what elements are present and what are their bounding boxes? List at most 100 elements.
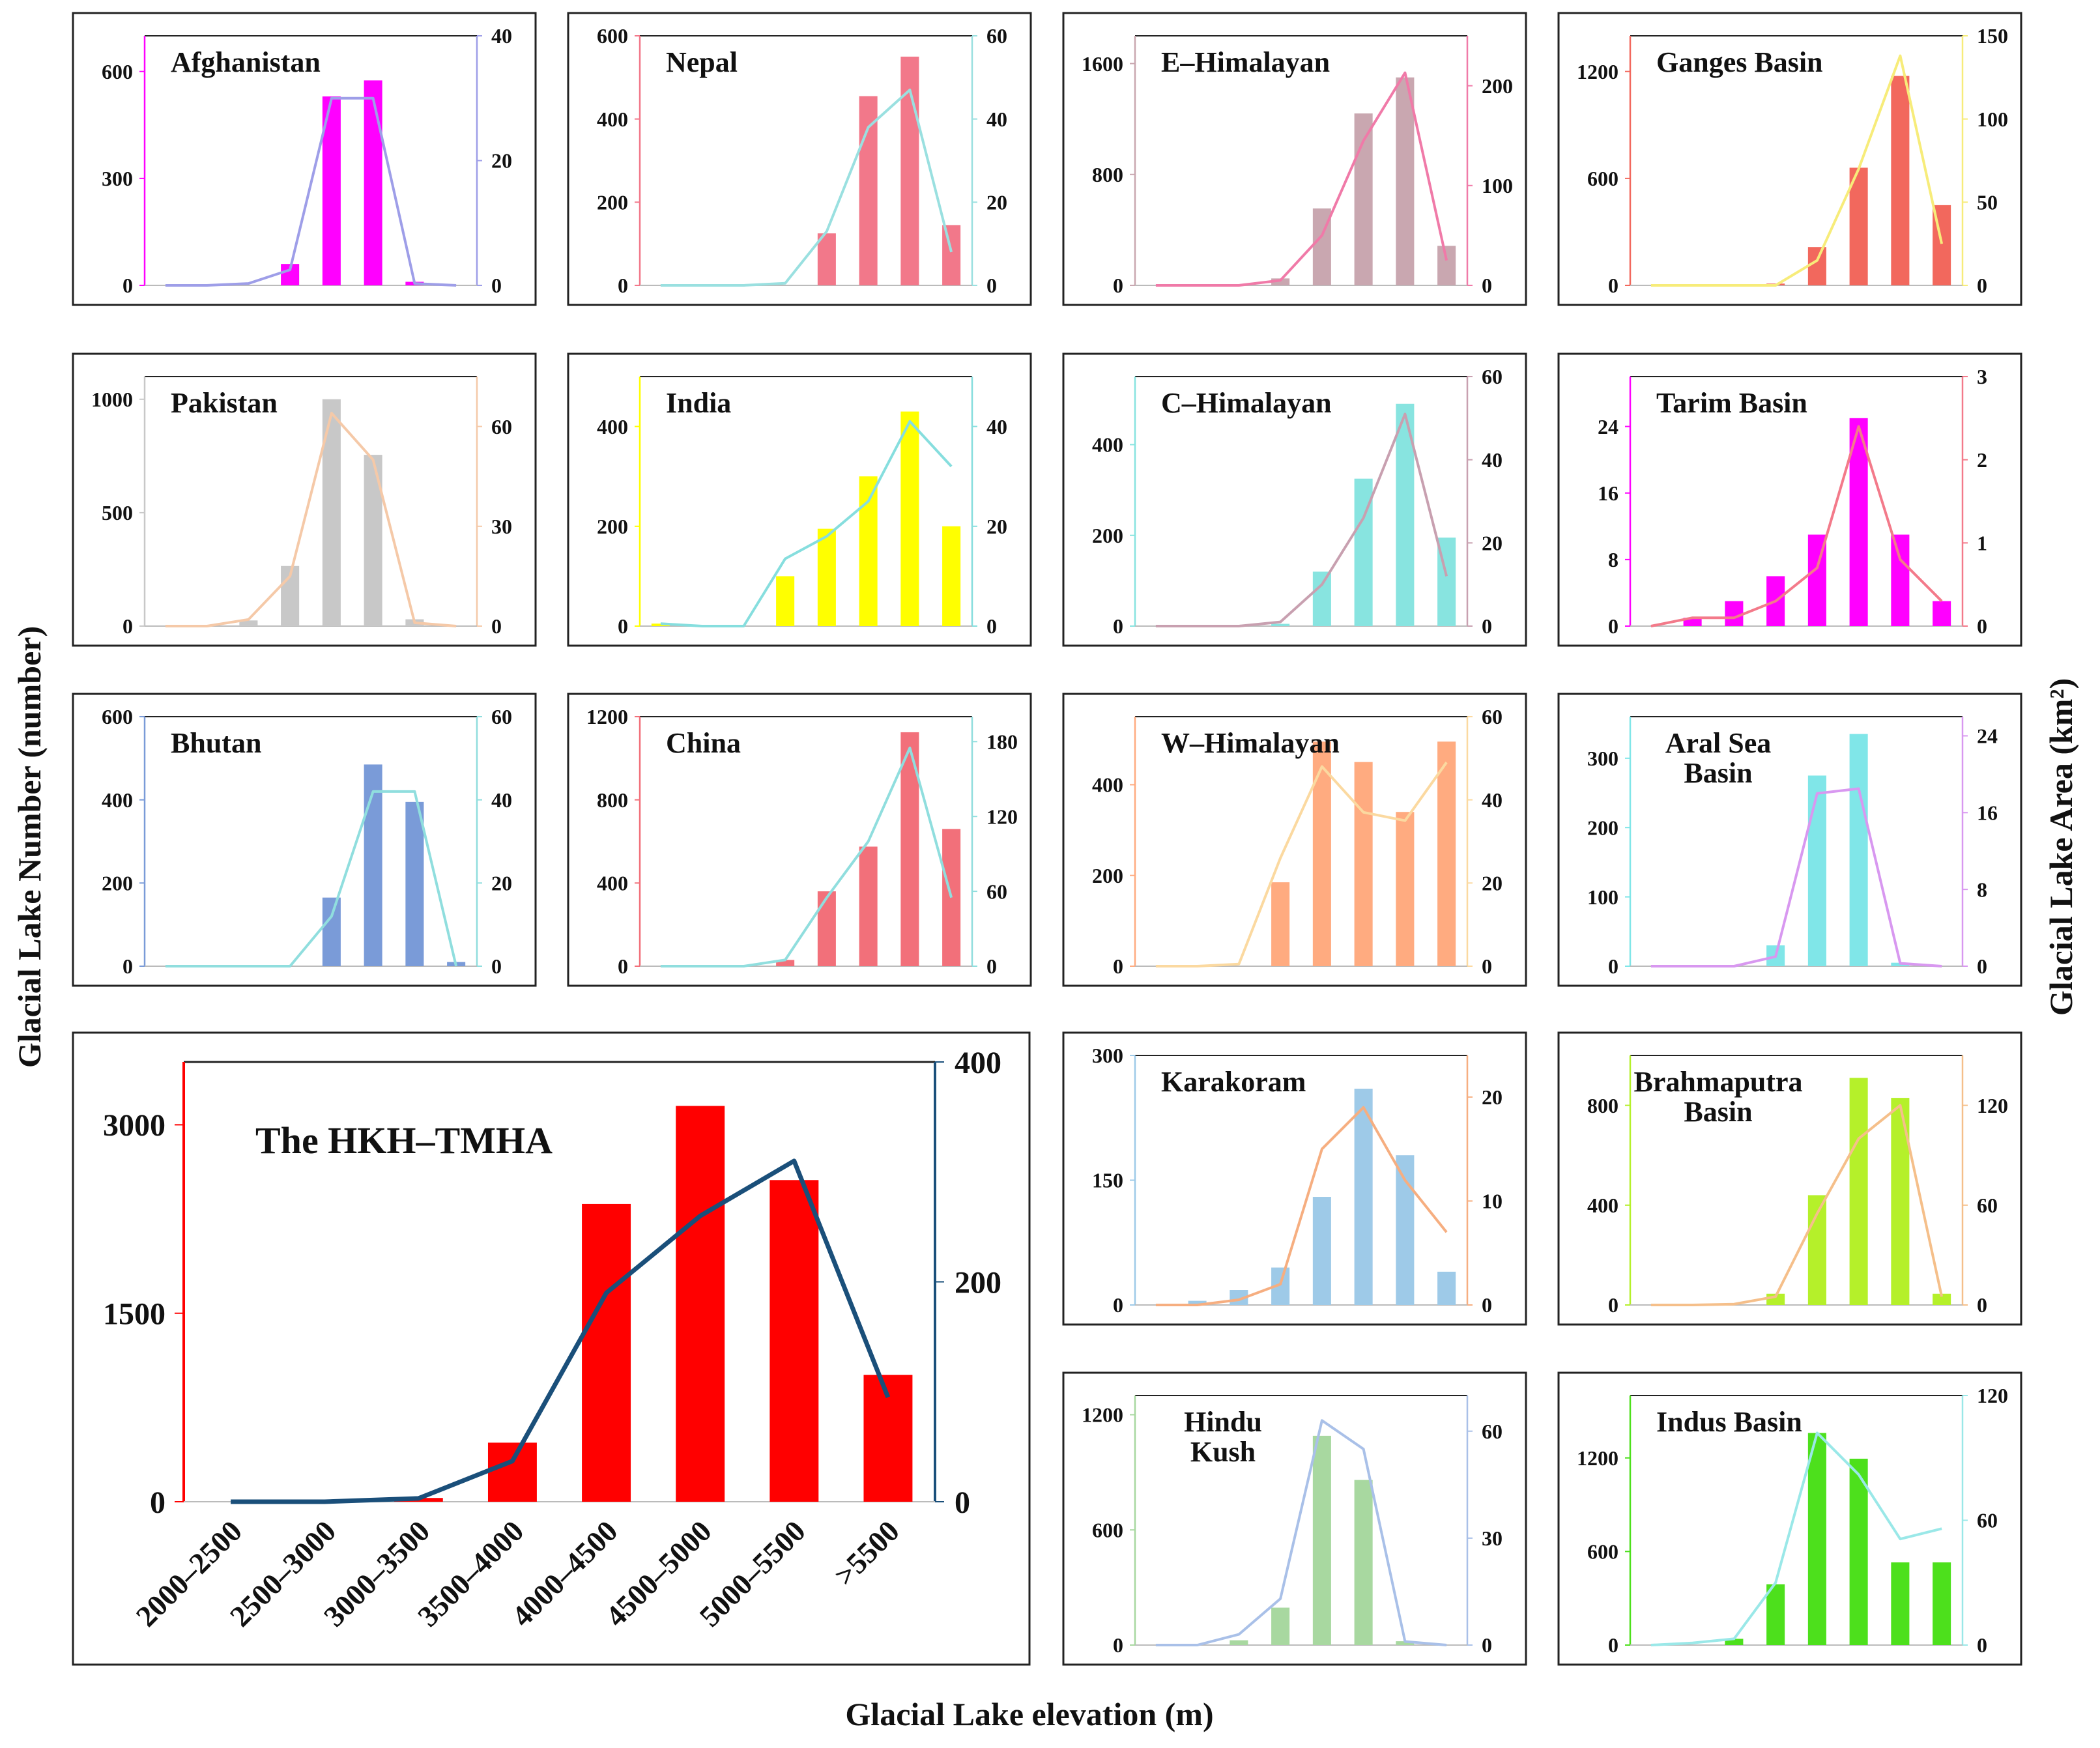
bar <box>1437 741 1456 966</box>
left-tick-label: 600 <box>102 60 133 83</box>
left-tick-label: 16 <box>1598 481 1618 505</box>
x-axis-title: Glacial Lake elevation (m) <box>845 1696 1213 1732</box>
bar <box>1188 1300 1207 1305</box>
right-tick-label: 20 <box>1482 532 1503 555</box>
right-tick-label: 40 <box>986 107 1007 131</box>
panel-frame <box>1062 1371 1527 1666</box>
right-tick-label: 0 <box>1977 1293 1987 1317</box>
left-tick-label: 0 <box>1113 1633 1123 1657</box>
right-tick-label: 0 <box>1482 1633 1492 1657</box>
chart-panel-afghanistan: 0 300 600 0 20 40 Afghanistan <box>72 12 537 306</box>
chart-panel-w-himalayan: 0 200 400 0 20 40 60 W–Himalayan <box>1062 693 1527 987</box>
left-tick-label: 1200 <box>586 705 628 728</box>
panel-title: Ganges Basin <box>1656 46 1823 78</box>
bar <box>364 80 382 286</box>
right-tick-label: 20 <box>1482 872 1503 895</box>
right-tick-label: 60 <box>1482 365 1503 388</box>
right-tick-label: 200 <box>955 1265 1001 1300</box>
bar <box>322 897 341 966</box>
panel-title: Nepal <box>666 46 738 78</box>
right-tick-label: 0 <box>491 954 502 978</box>
panel-title: Aral Sea <box>1665 727 1772 759</box>
right-tick-label: 1 <box>1977 532 1987 555</box>
left-tick-label: 0 <box>150 1485 165 1520</box>
panel-title: Pakistan <box>171 387 278 419</box>
bar <box>239 620 258 626</box>
right-tick-label: 0 <box>1977 274 1987 297</box>
bar <box>1849 1458 1868 1645</box>
bar <box>1725 601 1744 626</box>
right-tick-label: 60 <box>1482 1420 1503 1443</box>
area-line-series <box>1155 762 1448 967</box>
right-tick-label: 40 <box>986 415 1007 438</box>
bar <box>1807 1433 1826 1645</box>
bar <box>1807 775 1826 966</box>
left-tick-label: 1500 <box>103 1297 165 1332</box>
bar <box>817 528 836 626</box>
left-tick-label: 0 <box>1608 954 1618 978</box>
left-tick-label: 0 <box>1113 954 1123 978</box>
bar <box>859 96 878 285</box>
right-tick-label: 30 <box>491 515 512 538</box>
chart-panel-karakoram: 0 150 300 0 10 20 Karakoram <box>1062 1031 1527 1326</box>
left-tick-label: 200 <box>597 515 628 538</box>
left-tick-label: 400 <box>102 788 133 812</box>
left-tick-label: 600 <box>102 705 133 728</box>
bar <box>1312 1435 1331 1645</box>
right-tick-label: 60 <box>986 880 1007 903</box>
bar <box>405 801 424 966</box>
bar <box>1933 601 1951 626</box>
panel-frame <box>72 352 537 647</box>
right-tick-label: 0 <box>1482 1293 1492 1317</box>
left-tick-label: 0 <box>1608 1293 1618 1317</box>
right-tick-label: 0 <box>1482 954 1492 978</box>
bar <box>1933 1562 1951 1645</box>
right-tick-label: 40 <box>491 788 512 812</box>
panel-frame <box>72 12 537 306</box>
right-tick-label: 40 <box>1482 448 1503 472</box>
left-tick-label: 800 <box>1092 163 1123 186</box>
right-tick-label: 120 <box>1977 1384 2008 1407</box>
chart-panel-c-himalayan: 0 200 400 0 20 40 60 C–Himalayan <box>1062 352 1527 647</box>
right-tick-label: 40 <box>1482 788 1503 812</box>
right-tick-label: 3 <box>1977 365 1987 388</box>
right-tick-label: 60 <box>491 705 512 728</box>
right-tick-label: 0 <box>986 954 997 978</box>
bar <box>1849 418 1868 626</box>
left-tick-label: 3000 <box>103 1108 165 1143</box>
right-tick-label: 60 <box>1977 1194 1998 1217</box>
left-tick-label: 0 <box>618 954 628 978</box>
right-tick-label: 120 <box>1977 1094 2008 1117</box>
right-tick-label: 100 <box>1977 107 2008 131</box>
right-tick-label: 120 <box>986 805 1018 828</box>
right-tick-label: 0 <box>1482 274 1492 297</box>
right-tick-label: 30 <box>1482 1526 1503 1550</box>
bar <box>1271 278 1290 285</box>
left-tick-label: 200 <box>597 191 628 214</box>
panel-title: E–Himalayan <box>1161 46 1330 78</box>
right-tick-label: 60 <box>1977 1509 1998 1532</box>
panel-title: India <box>666 387 731 419</box>
right-tick-label: 60 <box>491 415 512 438</box>
area-line-series <box>1155 412 1448 627</box>
bar <box>776 576 795 626</box>
area-line-series <box>1650 787 1942 967</box>
area-line-series <box>660 746 953 967</box>
bar <box>487 1442 537 1502</box>
right-tick-label: 20 <box>491 872 512 895</box>
bar <box>1933 1293 1951 1305</box>
area-line-series <box>1650 425 1943 627</box>
right-tick-label: 24 <box>1977 724 1998 748</box>
left-tick-label: 0 <box>1113 274 1123 297</box>
panel-frame <box>567 352 1032 647</box>
bar <box>1437 1271 1456 1305</box>
panel-title: Hindu <box>1184 1406 1262 1438</box>
bar <box>1891 1562 1910 1645</box>
panel-frame <box>567 693 1032 987</box>
chart-panel-indus-basin: 0 600 1200 0 60 120 Indus Basin <box>1557 1371 2022 1666</box>
bar <box>770 1180 819 1502</box>
left-tick-label: 0 <box>1608 1633 1618 1657</box>
panel-title: C–Himalayan <box>1161 387 1332 419</box>
bar <box>1271 623 1290 626</box>
